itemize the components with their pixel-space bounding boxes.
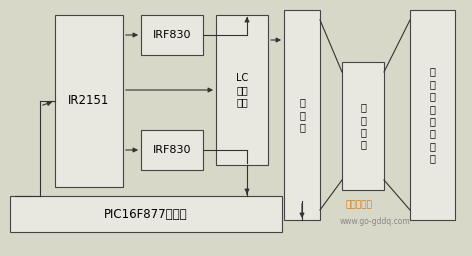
Text: IRF830: IRF830: [153, 145, 191, 155]
Bar: [141, 130, 203, 170]
Text: 启
动
电
容: 启 动 电 容: [360, 102, 366, 150]
Bar: [342, 62, 384, 190]
Text: www.go-gddq.com: www.go-gddq.com: [340, 218, 411, 227]
Text: IRF830: IRF830: [153, 30, 191, 40]
Text: IR2151: IR2151: [68, 94, 110, 108]
Text: LC
振荡
电路: LC 振荡 电路: [236, 73, 248, 108]
Bar: [141, 15, 203, 55]
Bar: [216, 15, 268, 165]
Bar: [284, 10, 320, 220]
Text: 灯
丝
预
热
热
敏
电
阻: 灯 丝 预 热 热 敏 电 阻: [430, 67, 436, 163]
Bar: [10, 196, 282, 232]
Text: 广电电器网: 广电电器网: [345, 200, 372, 209]
Bar: [410, 10, 455, 220]
Text: PIC16F877单片机: PIC16F877单片机: [104, 208, 188, 220]
Text: 日
光
灯: 日 光 灯: [299, 98, 305, 132]
Bar: [55, 15, 123, 187]
